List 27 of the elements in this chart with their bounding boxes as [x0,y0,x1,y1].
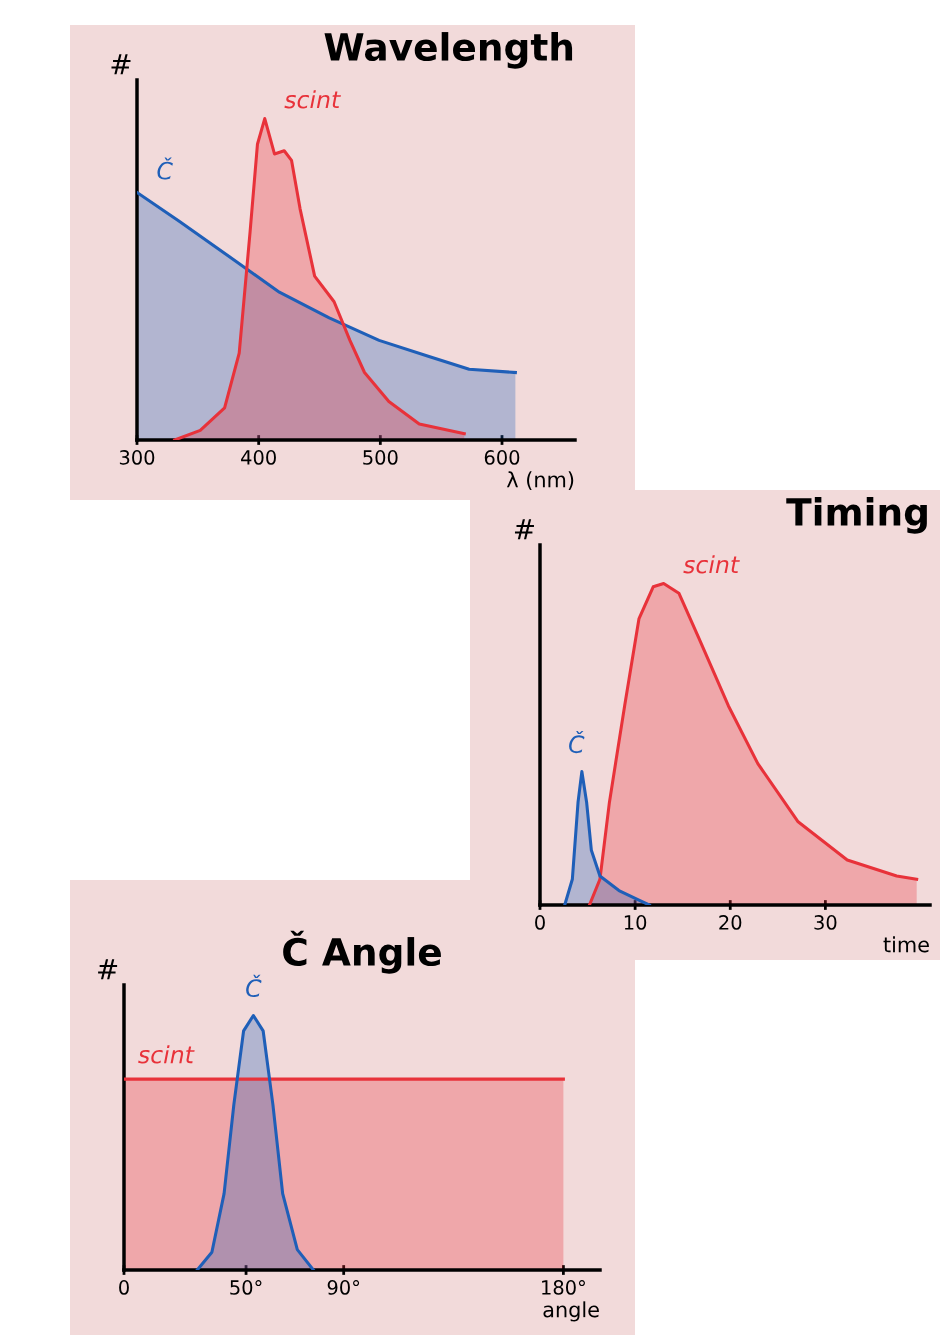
x-tick-label: 400 [241,450,276,465]
x-tick-label: 600 [484,450,520,465]
x-tick-label: 500 [363,450,398,465]
chart-title: Timing [786,497,927,534]
series-label: scint [683,555,740,574]
x-axis-title: angle [543,1301,599,1322]
x-tick-label: 300 [119,450,155,465]
series-label: Č [246,974,262,998]
series-label: Č [569,730,585,754]
x-axis-title: time [883,936,929,953]
chart-title: Wavelength [324,32,573,69]
y-axis-title: # [111,54,131,75]
x-tick-label: 10 [624,915,647,930]
series-label: scint [284,90,341,109]
x-axis-title: λ (nm) [506,471,574,490]
x-tick-label: 90° [327,1280,360,1295]
chart-title: Č Angle [283,930,441,974]
x-tick-label: 180° [542,1280,585,1295]
x-tick-label: 20 [719,915,742,930]
x-tick-label: 50° [230,1280,262,1295]
x-tick-label: 30 [814,915,837,930]
y-axis-title: # [514,519,534,540]
series-label: scint [138,1045,195,1064]
x-tick-label: 0 [119,1280,129,1295]
x-tick-label: 0 [535,915,545,930]
y-axis-title: # [98,959,118,980]
series-label: Č [157,157,173,180]
